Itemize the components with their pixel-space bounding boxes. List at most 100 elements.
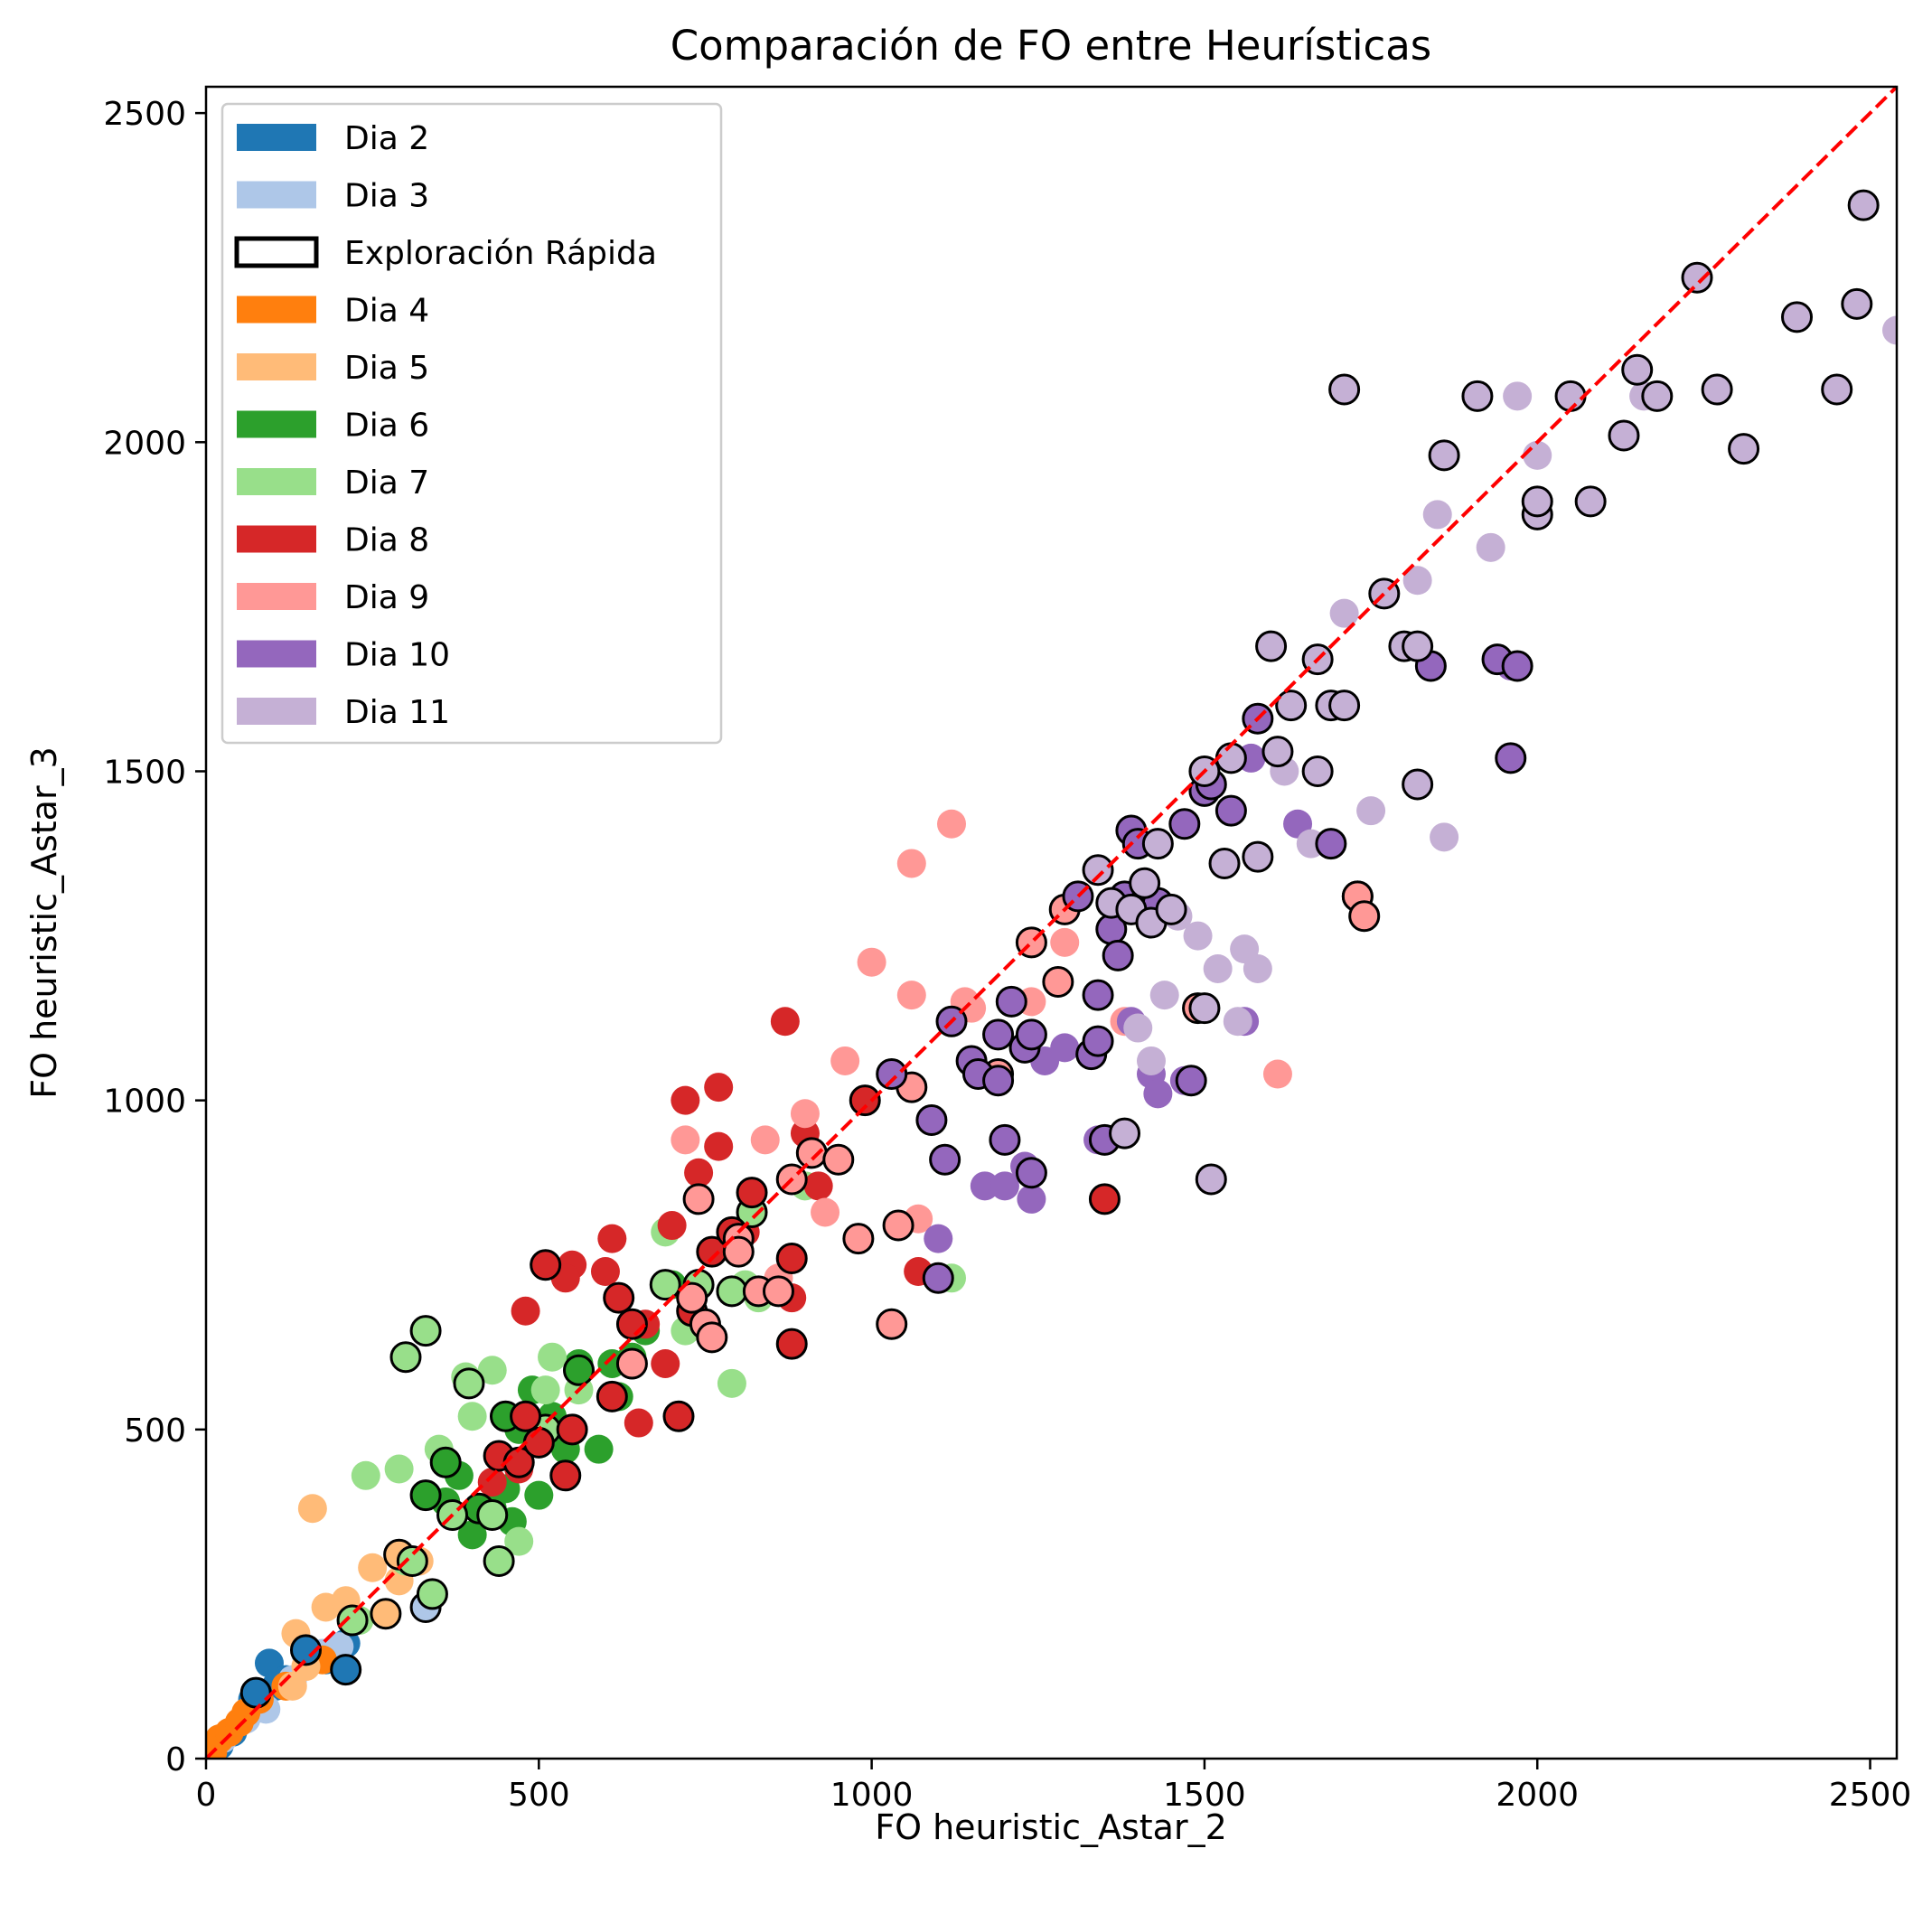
point-outlined-dia-11-32 xyxy=(1608,419,1640,452)
point-dia-8-4 xyxy=(597,1224,627,1253)
point-dia-11-5 xyxy=(1223,1007,1252,1037)
legend-label-6: Dia 7 xyxy=(344,465,429,502)
point-outlined-dia-9-18 xyxy=(1042,966,1074,999)
point-dia-9-7 xyxy=(830,1046,860,1075)
x-tick-label-2000: 2000 xyxy=(1496,1777,1579,1814)
point-outlined-dia-11-35 xyxy=(1681,261,1713,294)
point-dia-11-1 xyxy=(1149,981,1179,1010)
point-dia-8-12 xyxy=(704,1073,734,1103)
point-dia-7-13 xyxy=(717,1368,746,1398)
y-tick-label-2500: 2500 xyxy=(103,96,186,133)
point-outlined-dia-9-13 xyxy=(876,1308,908,1340)
point-outlined-dia-8-18 xyxy=(1088,1183,1121,1215)
legend-swatch-0 xyxy=(237,124,316,151)
point-outlined-dia-11-33 xyxy=(1621,353,1654,386)
legend-label-10: Dia 11 xyxy=(344,694,450,731)
point-dia-9-5 xyxy=(790,1099,820,1129)
y-tick-label-1500: 1500 xyxy=(103,754,186,791)
point-outlined-dia-10-9 xyxy=(995,985,1027,1018)
point-dia-11-19 xyxy=(1882,315,1897,345)
point-outlined-dia-7-6 xyxy=(453,1367,485,1400)
point-outlined-dia-11-2 xyxy=(1109,1117,1141,1150)
point-outlined-dia-7-12 xyxy=(716,1275,748,1308)
point-outlined-dia-11-26 xyxy=(1428,439,1460,472)
point-outlined-dia-10-8 xyxy=(982,1018,1015,1051)
point-outlined-dia-8-5 xyxy=(549,1459,582,1492)
point-outlined-dia-11-4 xyxy=(1129,867,1161,899)
point-outlined-dia-11-18 xyxy=(1301,755,1334,787)
point-outlined-dia-10-30 xyxy=(1215,794,1247,827)
point-outlined-dia-8-15 xyxy=(775,1242,808,1274)
point-outlined-dia-7-3 xyxy=(409,1315,442,1347)
point-outlined-dia-6-4 xyxy=(563,1354,596,1386)
point-outlined-dia-11-37 xyxy=(1728,433,1760,465)
point-outlined-dia-10-12 xyxy=(1015,1018,1047,1051)
legend-swatch-3 xyxy=(237,296,316,324)
legend-swatch-7 xyxy=(237,525,316,553)
point-outlined-dia-8-3 xyxy=(522,1426,555,1459)
point-dia-9-15 xyxy=(1050,927,1080,957)
x-tick-label-500: 500 xyxy=(508,1777,570,1814)
y-tick-label-500: 500 xyxy=(124,1412,186,1450)
point-dia-10-1 xyxy=(970,1171,999,1201)
point-dia-8-9 xyxy=(671,1085,700,1115)
point-outlined-dia-9-12 xyxy=(842,1223,875,1255)
point-outlined-dia-9-2 xyxy=(682,1183,715,1215)
point-outlined-dia-10-26 xyxy=(1168,808,1201,840)
point-dia-8-23 xyxy=(477,1468,507,1497)
reference-diagonal-line xyxy=(204,85,1899,1760)
legend: Dia 2 Dia 3 Exploración Rápida Dia 4 Dia 5 Di… xyxy=(220,102,723,745)
point-outlined-dia-8-4 xyxy=(530,1249,562,1281)
point-outlined-dia-11-0 xyxy=(1082,854,1114,887)
point-dia-8-5 xyxy=(624,1408,653,1438)
x-tick-label-1500: 1500 xyxy=(1163,1777,1246,1814)
legend-swatch-8 xyxy=(237,583,316,610)
point-dia-11-11 xyxy=(1356,796,1386,826)
point-outlined-dia-11-13 xyxy=(1242,840,1274,873)
point-dia-10-4 xyxy=(1017,1184,1046,1214)
point-dia-9-6 xyxy=(811,1197,840,1227)
point-outlined-dia-8-16 xyxy=(775,1328,808,1360)
legend-swatch-10 xyxy=(237,698,316,725)
chart-title: Comparación de FO entre Heurísticas xyxy=(671,22,1432,70)
point-dia-7-7 xyxy=(504,1526,534,1556)
point-outlined-dia-10-17 xyxy=(1082,1025,1114,1057)
legend-label-8: Dia 9 xyxy=(344,579,429,616)
point-dia-6-11 xyxy=(584,1434,614,1464)
y-tick-label-2000: 2000 xyxy=(103,425,186,462)
point-outlined-dia-10-13 xyxy=(1015,1157,1047,1189)
point-dia-7-8 xyxy=(530,1375,560,1405)
point-outlined-dia-10-10 xyxy=(989,1123,1021,1156)
point-outlined-dia-11-30 xyxy=(1554,380,1587,412)
x-tick-label-1000: 1000 xyxy=(830,1777,914,1814)
point-outlined-dia-11-36 xyxy=(1701,373,1733,406)
point-dia-11-16 xyxy=(1503,381,1533,411)
point-outlined-dia-8-2 xyxy=(510,1400,542,1432)
point-outlined-dia-5-0 xyxy=(370,1598,402,1630)
plot-frame xyxy=(204,85,1899,1760)
point-outlined-dia-10-1 xyxy=(915,1104,948,1137)
point-outlined-dia-6-1 xyxy=(429,1446,462,1478)
point-outlined-dia-9-10 xyxy=(795,1137,828,1169)
legend-swatch-9 xyxy=(237,640,316,668)
point-dia-8-11 xyxy=(704,1131,734,1161)
point-outlined-dia-11-38 xyxy=(1781,301,1814,333)
point-outlined-dia-11-14 xyxy=(1255,630,1288,662)
point-dia-7-5 xyxy=(457,1402,487,1431)
point-outlined-dia-11-27 xyxy=(1461,380,1494,412)
point-outlined-dia-9-22 xyxy=(1348,900,1381,933)
point-dia-11-12 xyxy=(1402,566,1432,596)
point-outlined-dia-7-8 xyxy=(483,1544,515,1577)
point-outlined-dia-10-7 xyxy=(982,1065,1015,1097)
x-tick-label-0: 0 xyxy=(196,1777,217,1814)
point-dia-7-6 xyxy=(477,1356,507,1385)
point-dia-11-13 xyxy=(1422,500,1452,530)
point-outlined-dia-7-1 xyxy=(389,1341,422,1374)
point-outlined-dia-10-2 xyxy=(922,1262,954,1294)
point-outlined-dia-9-14 xyxy=(882,1209,914,1242)
data-marks xyxy=(206,189,1897,1759)
point-dia-11-7 xyxy=(1243,953,1272,983)
point-dia-7-9 xyxy=(538,1342,567,1372)
point-dia-5-4 xyxy=(358,1553,388,1582)
